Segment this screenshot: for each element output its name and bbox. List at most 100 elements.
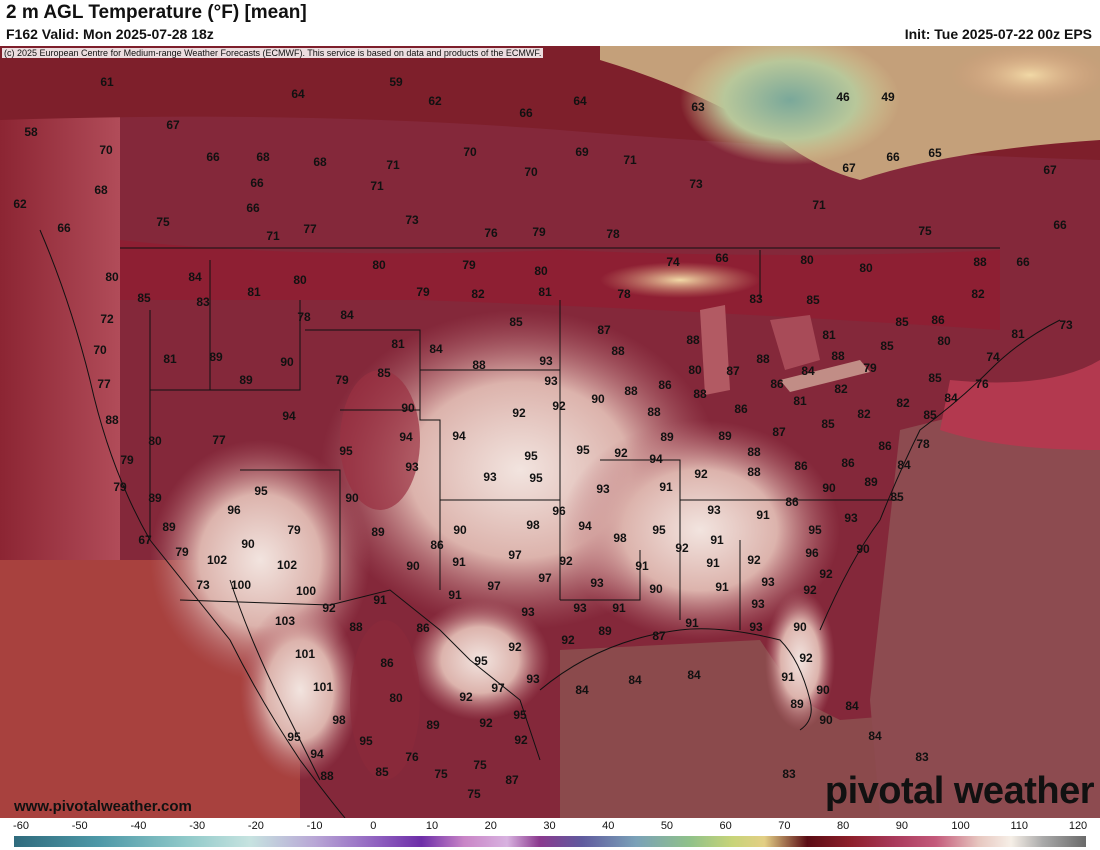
temperature-value: 95 [808,523,822,537]
temperature-value: 79 [416,285,430,299]
temperature-value: 93 [573,601,587,615]
temperature-value: 92 [819,567,833,581]
temperature-value: 91 [659,480,673,494]
temperature-value: 93 [761,575,775,589]
temperature-value: 85 [923,408,937,422]
temperature-value: 92 [459,690,473,704]
temperature-value: 96 [552,504,566,518]
temperature-value: 98 [332,713,346,727]
temperature-value: 95 [287,730,301,744]
temperature-map[interactable]: 61 58 64 59 62 64 66 63 46 49 67 70 66 68 68 71 70 70 69 71… [0,46,1100,818]
colorbar-tick-label: -10 [306,820,323,832]
lake-michigan [700,305,730,395]
ecmwf-credit: (c) 2025 European Centre for Medium-rang… [2,48,544,58]
temperature-value: 89 [162,520,176,534]
temperature-value: 96 [227,503,241,517]
valid-time: F162 Valid: Mon 2025-07-28 18z [6,26,214,42]
temperature-value: 86 [794,459,808,473]
temperature-value: 71 [386,158,400,172]
temperature-value: 78 [606,227,620,241]
temperature-value: 88 [105,413,119,427]
temperature-value: 98 [526,518,540,532]
temperature-value: 90 [401,401,415,415]
temperature-value: 73 [196,578,210,592]
temperature-value: 70 [93,343,107,357]
temperature-value: 86 [841,456,855,470]
sierra-madre-cool [350,620,420,780]
temperature-value: 79 [532,225,546,239]
temperature-value: 88 [472,358,486,372]
temperature-value: 75 [467,787,481,801]
temperature-value: 90 [819,713,833,727]
temperature-value: 92 [559,554,573,568]
temperature-value: 89 [239,373,253,387]
temperature-value: 88 [624,384,638,398]
temperature-value: 95 [529,471,543,485]
temperature-value: 97 [538,571,552,585]
temperature-value: 78 [916,437,930,451]
temperature-value: 92 [799,651,813,665]
temperature-value: 79 [120,453,134,467]
temperature-value: 86 [785,495,799,509]
temperature-value: 78 [297,310,311,324]
temperature-value: 95 [652,523,666,537]
temperature-value: 89 [718,429,732,443]
temperature-value: 73 [1059,318,1073,332]
colorbar: -60 -50 -40 -30 -20 -10 0 10 20 30 40 50 60 70 80 90 100… [0,818,1100,850]
temperature-value: 58 [24,125,38,139]
temperature-value: 90 [280,355,294,369]
temperature-value: 82 [857,407,871,421]
temperature-value: 63 [691,100,705,114]
temperature-value: 95 [513,708,527,722]
temperature-value: 103 [275,614,295,628]
temperature-value: 77 [97,377,111,391]
temperature-value: 84 [429,342,443,356]
map-canvas [0,46,1100,818]
temperature-value: 86 [931,313,945,327]
temperature-value: 67 [842,161,856,175]
temperature-value: 100 [231,578,251,592]
temperature-value: 84 [868,729,882,743]
temperature-value: 91 [706,556,720,570]
temperature-value: 90 [822,481,836,495]
temperature-value: 80 [534,264,548,278]
colorbar-tick-label: 10 [425,820,439,832]
temperature-value: 85 [509,315,523,329]
colorbar-tick-label: -40 [130,820,147,832]
temperature-value: 86 [878,439,892,453]
temperature-value: 95 [254,484,268,498]
temperature-value: 78 [617,287,631,301]
colorbar-tick-label: 40 [602,820,615,832]
temperature-value: 89 [148,491,162,505]
colorbar-tick-label: 60 [719,820,732,832]
temperature-value: 94 [649,452,663,466]
temperature-value: 81 [538,285,552,299]
temperature-value: 95 [524,449,538,463]
temperature-value: 88 [831,349,845,363]
temperature-value: 102 [277,558,297,572]
lake-erie [780,360,870,392]
temperature-value: 84 [845,699,859,713]
colorbar-tick-label: 100 [951,820,970,832]
temperature-value: 80 [937,334,951,348]
temperature-value: 90 [591,392,605,406]
temperature-value: 46 [836,90,850,104]
temperature-value: 97 [491,681,505,695]
temperature-value: 74 [986,350,1000,364]
temperature-value: 77 [303,222,317,236]
temperature-value: 81 [1011,327,1025,341]
temperature-value: 85 [137,291,151,305]
temperature-value: 62 [13,197,27,211]
temperature-value: 83 [749,292,763,306]
temperature-value: 67 [138,533,152,547]
temperature-value: 89 [864,475,878,489]
temperature-value: 92 [694,467,708,481]
boundary-lines [39,229,1061,818]
temperature-value: 85 [377,366,391,380]
temperature-value: 90 [856,542,870,556]
temperature-value: 91 [710,533,724,547]
temperature-value: 101 [295,647,315,661]
temperature-value: 79 [113,480,127,494]
website-url[interactable]: www.pivotalweather.com [14,798,192,815]
temperature-value: 93 [596,482,610,496]
